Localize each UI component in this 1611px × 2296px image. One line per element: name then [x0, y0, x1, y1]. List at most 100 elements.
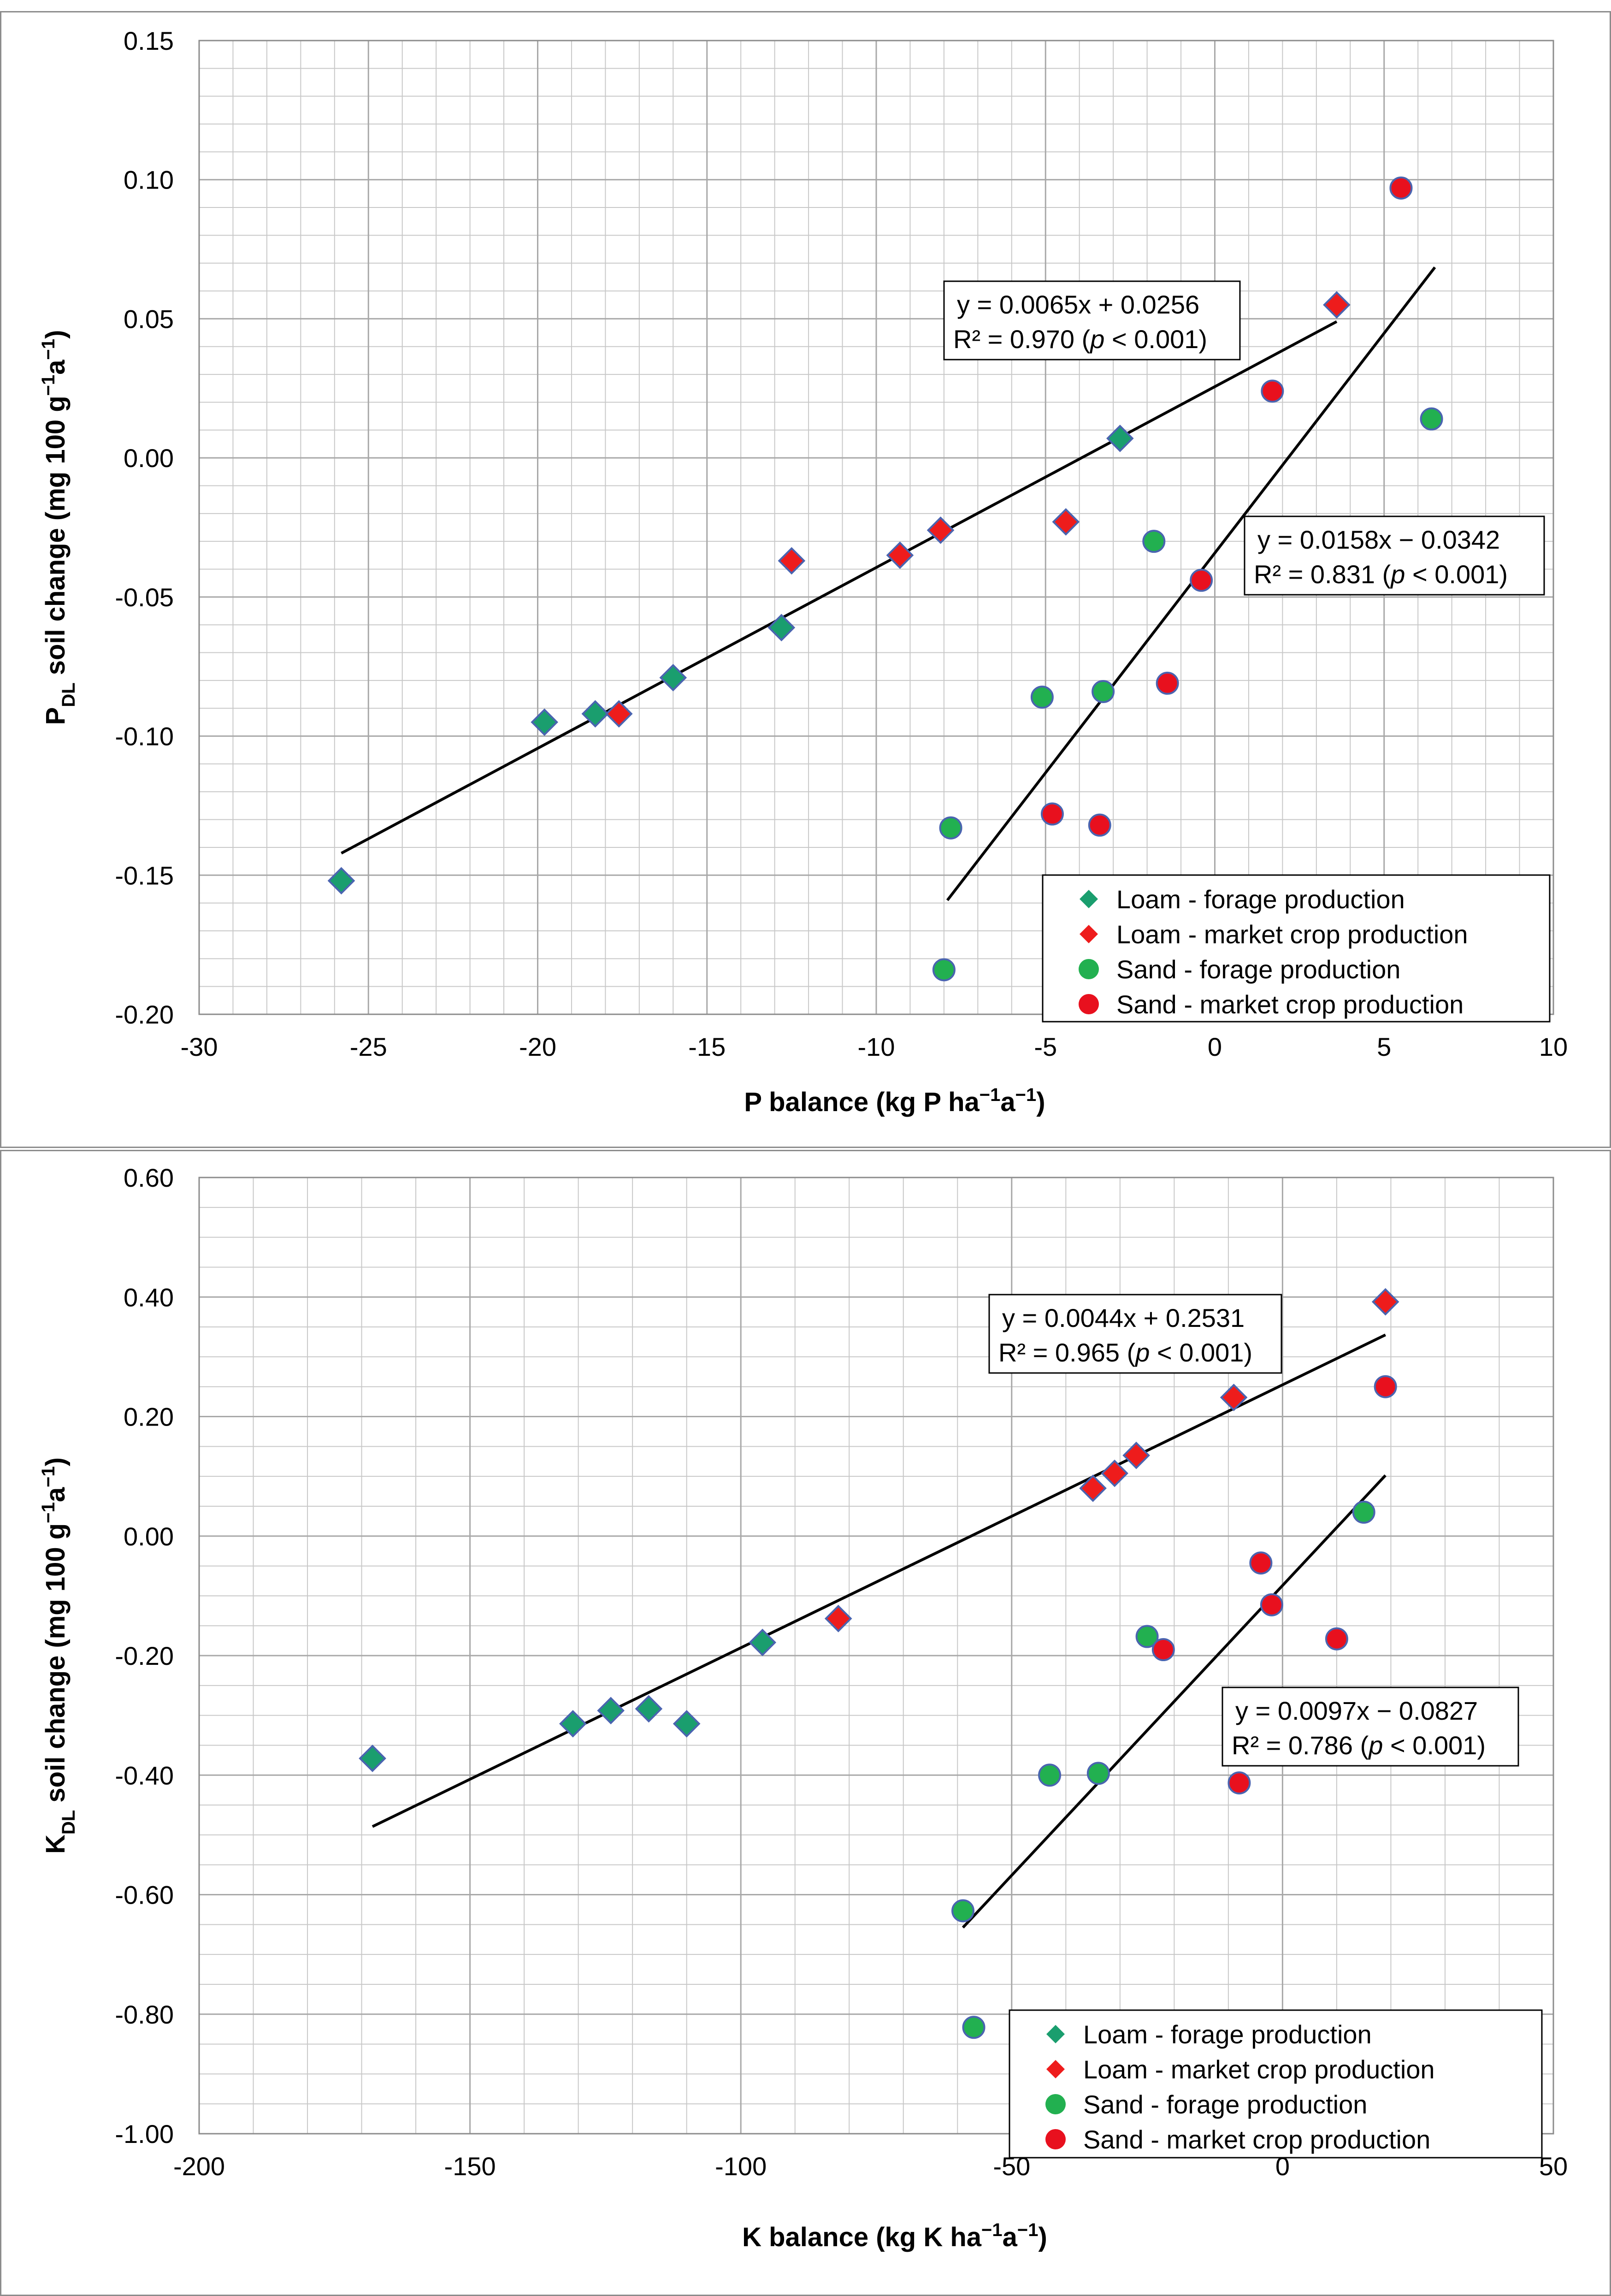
x-tick-label: -20 — [519, 1032, 556, 1061]
y-tick-label: -0.05 — [115, 583, 174, 612]
legend-marker — [1045, 2129, 1066, 2149]
x-tick-label: 5 — [1377, 1032, 1391, 1061]
legend-label: Loam - forage production — [1116, 885, 1405, 914]
trendline-loam — [372, 1333, 1386, 1828]
y-tick-label: -0.20 — [115, 1641, 174, 1670]
equation-box-frame — [1222, 1686, 1519, 1767]
equation-box-loam: y = 0.0065x + 0.0256 R² = 0.970 (p < 0.00… — [943, 280, 1241, 361]
y-tick-label: 0.20 — [124, 1402, 174, 1432]
series-sand_forage — [951, 1500, 1375, 2039]
equation-box-frame — [1244, 515, 1545, 596]
x-tick-label: 50 — [1539, 2152, 1568, 2181]
equation-text: y = 0.0097x − 0.0827 — [1235, 1696, 1478, 1725]
data-point — [1092, 680, 1115, 704]
r-squared-text: R² = 0.831 (p < 0.001) — [1254, 560, 1508, 589]
x-tick-label: 0 — [1208, 1032, 1222, 1061]
data-point — [1086, 1762, 1110, 1785]
data-point — [1135, 1625, 1159, 1648]
legend-entry-sand_market: Sand - market crop production — [1079, 990, 1463, 1019]
data-point — [1389, 176, 1413, 200]
legend: Loam - forage production Loam - market cr… — [1009, 2009, 1543, 2159]
chart-p-balance: -30 -25 -20 -15 -10 -5 0 5 10 -0.20 -0.15 -0.10 -0.0… — [38, 26, 1568, 1117]
legend-marker — [1080, 890, 1098, 908]
y-tick-label: 0.00 — [124, 444, 174, 473]
data-point — [824, 1604, 852, 1633]
y-tick-label: 0.00 — [124, 1522, 174, 1551]
data-point — [1220, 1384, 1248, 1411]
data-point — [926, 516, 955, 544]
data-point — [327, 867, 355, 895]
data-point — [1088, 813, 1111, 837]
legend-label: Sand - market crop production — [1116, 990, 1463, 1019]
data-point — [1122, 1441, 1150, 1469]
x-tick-label: -30 — [181, 1032, 218, 1061]
equation-text: y = 0.0158x − 0.0342 — [1257, 525, 1500, 554]
y-tick-label: -0.40 — [115, 1761, 174, 1790]
y-tick-label: 0.15 — [124, 26, 174, 55]
equation-box-loam: y = 0.0044x + 0.2531 R² = 0.965 (p < 0.00… — [988, 1294, 1282, 1374]
y-tick-label: -0.80 — [115, 2000, 174, 2029]
data-point — [886, 541, 914, 569]
x-tick-label: -25 — [350, 1032, 387, 1061]
legend-entry-loam_market: Loam - market crop production — [1080, 920, 1468, 949]
legend-marker — [1045, 2094, 1066, 2114]
data-point — [1038, 1763, 1062, 1787]
equation-text: y = 0.0044x + 0.2531 — [1002, 1303, 1245, 1332]
data-point — [1030, 686, 1054, 709]
data-point — [659, 664, 687, 692]
legend-entry-sand_forage: Sand - forage production — [1079, 955, 1400, 984]
x-tick-label: -100 — [715, 2152, 767, 2181]
legend-entry-sand_forage: Sand - forage production — [1045, 2090, 1367, 2119]
legend-label: Sand - market crop production — [1083, 2125, 1430, 2154]
data-point — [1325, 1627, 1348, 1651]
x-tick-label: -200 — [173, 2152, 225, 2181]
legend-label: Loam - market crop production — [1116, 920, 1468, 949]
legend-marker — [1079, 994, 1099, 1014]
data-point — [531, 708, 559, 736]
data-point — [559, 1710, 587, 1738]
data-point — [962, 2016, 985, 2039]
series-loam_forage — [359, 1628, 777, 1772]
data-point — [778, 547, 806, 575]
data-point — [749, 1628, 777, 1657]
y-tick-label: -0.20 — [115, 1000, 174, 1029]
legend-frame — [1009, 2009, 1543, 2159]
data-point — [1190, 568, 1213, 592]
data-point — [1040, 802, 1064, 826]
y-tick-label: -0.15 — [115, 861, 174, 890]
y-tick-label: -1.00 — [115, 2119, 174, 2148]
equation-box-sand: y = 0.0097x − 0.0827 R² = 0.786 (p < 0.00… — [1222, 1686, 1519, 1767]
legend-entry-loam_market: Loam - market crop production — [1046, 2055, 1435, 2084]
legend-label: Sand - forage production — [1083, 2090, 1367, 2119]
x-axis-label: K balance (kg K ha−1a−1) — [742, 2220, 1047, 2252]
legend-marker — [1046, 2025, 1065, 2043]
equation-box-frame — [943, 280, 1241, 361]
series-loam_forage — [327, 425, 1134, 895]
data-point — [1323, 291, 1351, 319]
data-point — [1261, 379, 1284, 403]
data-point — [597, 1697, 625, 1725]
y-tick-label: 0.10 — [124, 166, 174, 195]
data-point — [951, 1899, 975, 1923]
plot-area-border — [198, 1177, 1554, 2135]
series-loam_market — [824, 1288, 1399, 1633]
series-sand_market — [1040, 176, 1413, 837]
data-point — [1101, 1459, 1128, 1487]
equation-text: y = 0.0065x + 0.0256 — [957, 290, 1199, 319]
data-point — [939, 816, 962, 840]
data-point — [767, 614, 796, 642]
x-axis-label: P balance (kg P ha−1a−1) — [744, 1085, 1045, 1117]
data-point — [359, 1745, 386, 1772]
chart-k-balance: -200 -150 -100 -50 0 50-1.00-0.80-0.60-0.40-0… — [38, 1163, 1568, 2252]
x-tick-label: -150 — [444, 2152, 496, 2181]
y-tick-label: 0.05 — [124, 304, 174, 333]
y-axis-label: PDL soil change (mg 100 g−1a−1) — [38, 330, 79, 725]
x-tick-label: -15 — [688, 1032, 726, 1061]
legend-entry-loam_forage: Loam - forage production — [1080, 885, 1405, 914]
data-point — [1156, 671, 1179, 695]
legend-marker — [1079, 959, 1099, 979]
data-point — [581, 700, 609, 728]
legend-frame — [1042, 874, 1551, 1023]
data-point — [1106, 425, 1134, 452]
